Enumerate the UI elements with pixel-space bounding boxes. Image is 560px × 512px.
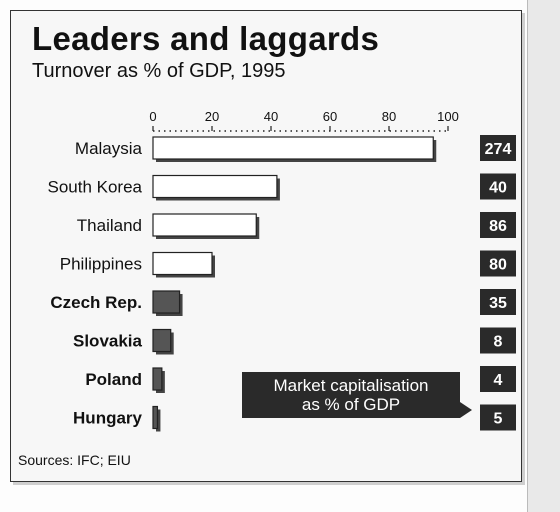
market-cap-box (480, 173, 516, 200)
market-cap-value: 40 (489, 180, 507, 197)
bar-shadow (156, 409, 161, 432)
category-label: Slovakia (73, 332, 143, 351)
bar (152, 328, 172, 353)
adjacent-page-edge (527, 0, 560, 512)
legend-callout-arrow (460, 402, 472, 418)
market-cap-box (480, 289, 516, 315)
bar (152, 405, 159, 430)
market-cap-value: 35 (489, 295, 507, 312)
category-label: Czech Rep. (50, 293, 142, 312)
market-cap-value: 80 (489, 257, 507, 274)
category-label: Philippines (60, 255, 142, 274)
market-cap-value: 8 (494, 334, 503, 351)
x-tick-label: 0 (149, 109, 156, 124)
chart-title: Leaders and laggards (32, 20, 380, 57)
source-note: Sources: IFC; EIU (18, 452, 131, 468)
market-cap-box (480, 404, 516, 431)
market-cap-value: 86 (489, 218, 507, 235)
category-label: Malaysia (75, 139, 143, 158)
legend-callout-text: Market capitalisation (274, 376, 429, 395)
chart-subtitle: Turnover as % of GDP, 1995 (32, 60, 286, 82)
market-cap-value: 5 (494, 411, 503, 428)
market-cap-box (480, 135, 516, 161)
market-cap-box (480, 250, 516, 277)
category-label: Poland (85, 370, 142, 389)
legend-callout-box (242, 372, 460, 418)
bar (152, 213, 257, 237)
category-label: Thailand (77, 216, 142, 235)
bar (152, 367, 163, 391)
category-label: Hungary (73, 409, 143, 428)
market-cap-value: 4 (494, 372, 503, 389)
bar (152, 290, 181, 314)
legend-callout-text: as % of GDP (302, 395, 400, 414)
market-cap-box (480, 366, 516, 392)
x-tick-label: 60 (323, 109, 337, 124)
market-cap-value: 274 (485, 141, 512, 158)
x-tick-label: 80 (382, 109, 396, 124)
market-cap-box (480, 212, 516, 238)
bar (152, 174, 278, 199)
x-tick-label: 100 (437, 109, 459, 124)
x-tick-label: 40 (264, 109, 278, 124)
category-label: South Korea (47, 178, 142, 197)
market-cap-box (480, 327, 516, 354)
bar (152, 251, 213, 276)
x-tick-label: 20 (205, 109, 219, 124)
bar (152, 136, 434, 160)
